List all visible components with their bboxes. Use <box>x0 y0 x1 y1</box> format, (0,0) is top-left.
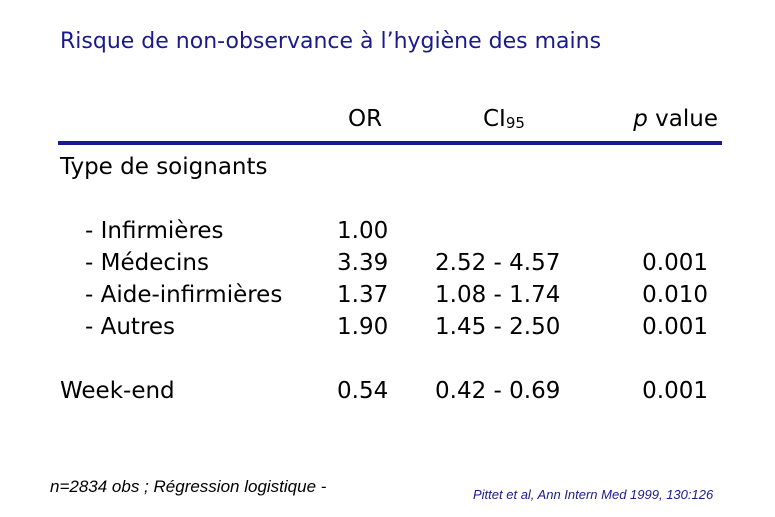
row-label: Type de soignants <box>60 154 268 180</box>
header-ci-sub: 95 <box>505 114 525 132</box>
table-cell: 0.001 <box>642 314 708 340</box>
header-p-rest: value <box>655 106 718 132</box>
header-p-italic: p <box>633 106 648 132</box>
header-p: p value <box>633 108 718 131</box>
row-label: Week-end <box>60 378 175 404</box>
table-cell: 0.001 <box>642 378 708 404</box>
table-cell: 1.37 <box>337 282 389 308</box>
table-cell: 0.42 - 0.69 <box>435 378 561 404</box>
header-ci: CI95 <box>483 108 525 131</box>
row-label: - Médecins <box>85 250 209 276</box>
slide-title: Risque de non-observance à l’hygiène des… <box>60 29 602 54</box>
table-cell: 1.00 <box>337 218 389 244</box>
table-cell: 0.010 <box>642 282 708 308</box>
table-cell: 0.54 <box>337 378 389 404</box>
header-ci-text: CI <box>483 106 506 132</box>
header-or: OR <box>348 106 383 132</box>
row-label: - Autres <box>85 314 176 340</box>
table-cell: 1.90 <box>337 314 389 340</box>
header-rule <box>58 141 722 145</box>
table-cell: 1.45 - 2.50 <box>435 314 561 340</box>
table-cell: 0.001 <box>642 250 708 276</box>
table-cell: 1.08 - 1.74 <box>435 282 561 308</box>
row-label: - Aide-infirmières <box>85 282 283 308</box>
citation: Pittet et al, Ann Intern Med 1999, 130:1… <box>473 487 714 502</box>
row-label: - Infirmières <box>85 218 224 244</box>
footnote: n=2834 obs ; Régression logistique - <box>50 477 327 496</box>
table-cell: 2.52 - 4.57 <box>435 250 561 276</box>
table-cell: 3.39 <box>337 250 389 276</box>
